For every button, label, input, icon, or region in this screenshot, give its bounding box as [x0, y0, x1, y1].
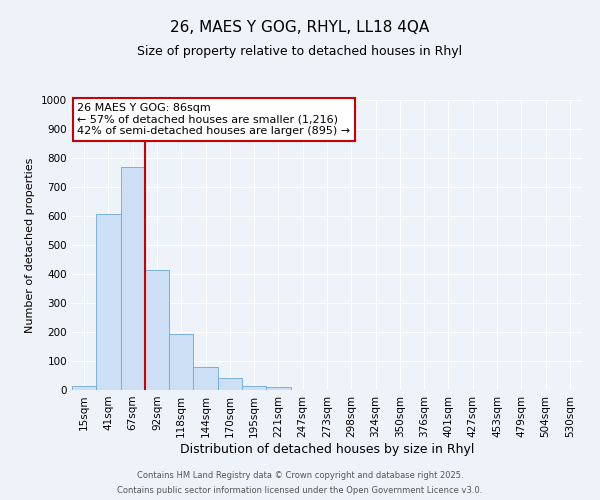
Bar — [193, 368, 218, 390]
Text: Size of property relative to detached houses in Rhyl: Size of property relative to detached ho… — [137, 45, 463, 58]
Bar — [121, 166, 145, 390]
Bar — [145, 270, 169, 390]
Text: Contains public sector information licensed under the Open Government Licence v3: Contains public sector information licen… — [118, 486, 482, 495]
Bar — [72, 386, 96, 390]
Bar — [266, 387, 290, 390]
Bar — [242, 386, 266, 390]
Text: Contains HM Land Registry data © Crown copyright and database right 2025.: Contains HM Land Registry data © Crown c… — [137, 471, 463, 480]
Text: 26, MAES Y GOG, RHYL, LL18 4QA: 26, MAES Y GOG, RHYL, LL18 4QA — [170, 20, 430, 35]
Bar — [169, 334, 193, 390]
Bar — [96, 214, 121, 390]
Text: 26 MAES Y GOG: 86sqm
← 57% of detached houses are smaller (1,216)
42% of semi-de: 26 MAES Y GOG: 86sqm ← 57% of detached h… — [77, 103, 350, 136]
Y-axis label: Number of detached properties: Number of detached properties — [25, 158, 35, 332]
Bar — [218, 378, 242, 390]
X-axis label: Distribution of detached houses by size in Rhyl: Distribution of detached houses by size … — [180, 442, 474, 456]
